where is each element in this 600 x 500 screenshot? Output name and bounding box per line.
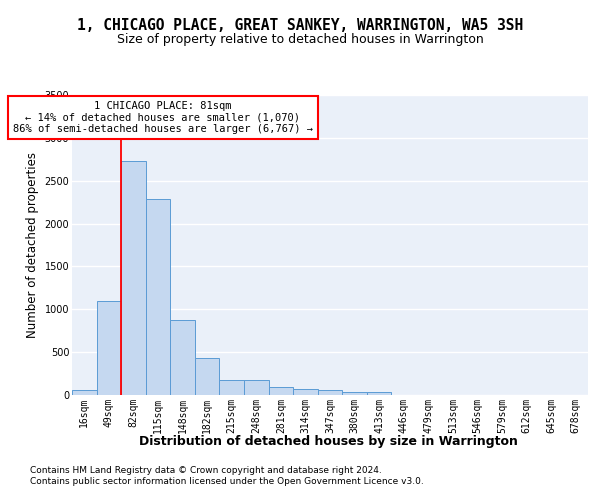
Bar — [269, 387, 293, 395]
Bar — [121, 161, 146, 395]
Bar — [318, 390, 342, 395]
Text: 1 CHICAGO PLACE: 81sqm
← 14% of detached houses are smaller (1,070)
86% of semi-: 1 CHICAGO PLACE: 81sqm ← 14% of detached… — [13, 101, 313, 134]
Bar — [293, 390, 318, 395]
Bar — [72, 390, 97, 395]
Text: Size of property relative to detached houses in Warrington: Size of property relative to detached ho… — [116, 32, 484, 46]
Bar — [146, 198, 170, 395]
Bar — [97, 300, 121, 395]
Bar — [244, 380, 269, 395]
Text: 1, CHICAGO PLACE, GREAT SANKEY, WARRINGTON, WA5 3SH: 1, CHICAGO PLACE, GREAT SANKEY, WARRINGT… — [77, 18, 523, 32]
Bar — [220, 380, 244, 395]
Y-axis label: Number of detached properties: Number of detached properties — [26, 152, 39, 338]
Text: Contains public sector information licensed under the Open Government Licence v3: Contains public sector information licen… — [30, 478, 424, 486]
Bar — [342, 392, 367, 395]
Text: Distribution of detached houses by size in Warrington: Distribution of detached houses by size … — [139, 435, 518, 448]
Bar — [367, 392, 391, 395]
Text: Contains HM Land Registry data © Crown copyright and database right 2024.: Contains HM Land Registry data © Crown c… — [30, 466, 382, 475]
Bar — [195, 358, 220, 395]
Bar — [170, 320, 195, 395]
